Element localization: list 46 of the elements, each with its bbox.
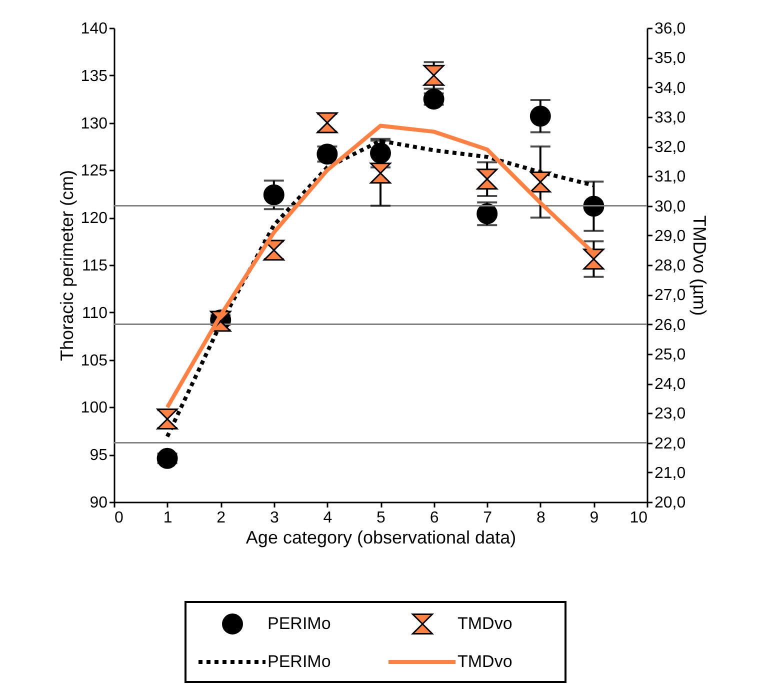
y-tick-label: 140 <box>80 20 108 38</box>
y-tick-label: 100 <box>80 400 108 417</box>
y2-tick-label: 31,0 <box>654 168 686 186</box>
x-tick-label: 8 <box>536 510 546 526</box>
y2-tick-label: 30,0 <box>654 198 686 216</box>
y2-tick-label: 23,0 <box>654 406 686 423</box>
y2-tick-label: 20,0 <box>654 494 686 512</box>
y2-tick-label: 21,0 <box>654 464 686 482</box>
y-tick-label: 110 <box>82 304 108 322</box>
x-tick-label: 7 <box>483 510 492 526</box>
y2-tick-label: 24,0 <box>654 376 686 393</box>
x-tick-label: 6 <box>430 510 439 526</box>
x-tick-label: 9 <box>590 510 599 526</box>
y2-tick-label: 29,0 <box>654 228 686 245</box>
legend-label: TMDvo <box>458 652 512 671</box>
x-axis-title: Age category (observational data) <box>246 528 516 548</box>
y2-tick-label: 25,0 <box>654 346 686 364</box>
y-tick-label: 105 <box>80 352 108 370</box>
y-tick-label: 95 <box>90 447 108 464</box>
y2-tick-label: 35,0 <box>654 50 686 68</box>
y-tick-label: 90 <box>90 494 108 512</box>
x-tick-label: 2 <box>216 510 226 526</box>
x-tick-label: 1 <box>163 510 172 526</box>
legend-label: PERIMo <box>268 614 331 633</box>
x-tick-label: 3 <box>270 510 279 526</box>
y2-tick-label: 28,0 <box>654 258 686 274</box>
y2-tick-label: 22,0 <box>654 435 686 452</box>
y2-tick-label: 26,0 <box>654 316 686 334</box>
y2-axis-title: TMDvo (µm) <box>690 215 710 316</box>
legend-label: PERIMo <box>268 652 331 671</box>
y-axis-title: Thoracic perimeter (cm) <box>56 170 77 362</box>
y-tick-label: 125 <box>80 162 108 180</box>
x-tick-label: 5 <box>376 510 386 526</box>
y-tick-label: 130 <box>80 115 108 132</box>
y-tick-label: 135 <box>80 68 108 85</box>
y2-tick-label: 32,0 <box>654 139 686 156</box>
y2-tick-label: 34,0 <box>654 80 686 97</box>
y-tick-label: 115 <box>82 258 108 274</box>
y-tick-label: 120 <box>80 210 108 228</box>
x-tick-label: 10 <box>630 510 648 526</box>
y2-tick-label: 36,0 <box>654 20 686 38</box>
x-tick-label: 4 <box>323 510 332 526</box>
legend-label: TMDvo <box>458 614 512 633</box>
y2-tick-label: 27,0 <box>654 287 686 304</box>
x-tick-label: 0 <box>114 510 124 526</box>
y2-tick-label: 33,0 <box>654 109 686 126</box>
